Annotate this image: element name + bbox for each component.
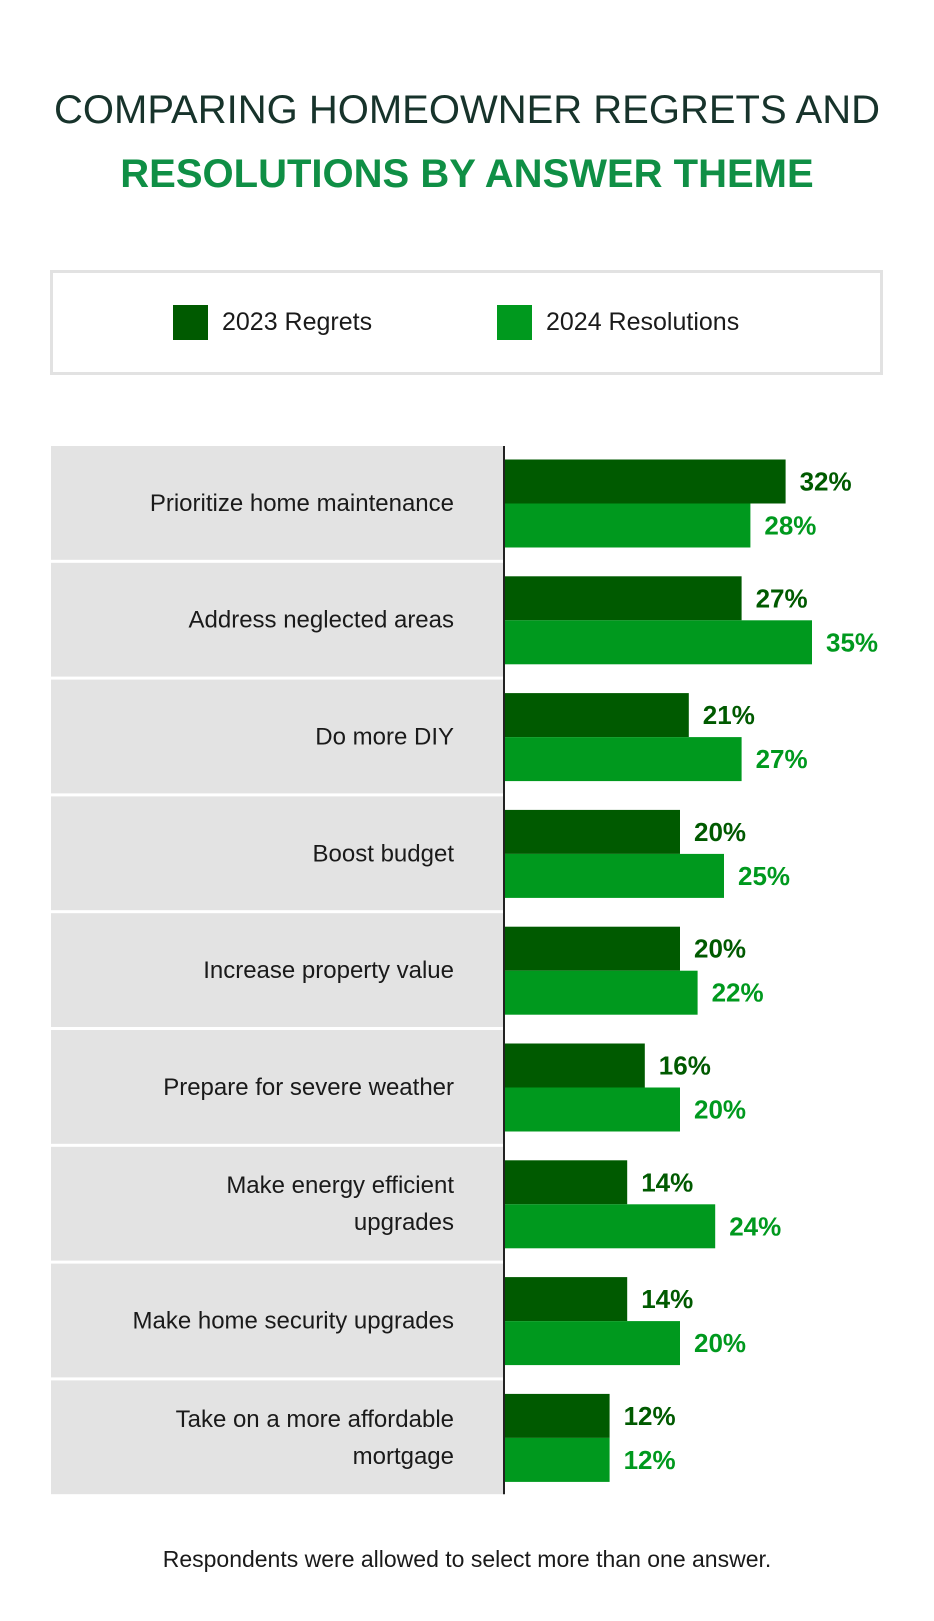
category-label: Boost budget <box>313 840 455 867</box>
data-label: 12% <box>624 1401 676 1431</box>
data-label: 27% <box>756 583 808 613</box>
footnote: Respondents were allowed to select more … <box>162 1546 772 1572</box>
bar-resolutions <box>504 853 724 898</box>
category-label-background <box>51 1030 504 1144</box>
data-label: 12% <box>624 1445 676 1475</box>
category-label: Increase property value <box>203 957 454 984</box>
data-label: 20% <box>694 934 746 964</box>
bar-regrets <box>504 459 786 504</box>
data-label: 16% <box>659 1051 711 1081</box>
category-label: Take on a more affordable <box>176 1406 454 1433</box>
category-label: Do more DIY <box>315 724 454 751</box>
bar-regrets <box>504 1160 628 1205</box>
data-label: 27% <box>756 744 808 774</box>
category-label-background <box>51 446 504 560</box>
bar-regrets <box>504 1277 628 1322</box>
data-label: 14% <box>641 1167 693 1197</box>
legend: 2023 Regrets 2024 Resolutions <box>50 270 883 375</box>
category-label: Make home security upgrades <box>133 1308 455 1335</box>
bar-resolutions <box>504 1437 610 1482</box>
chart-title-line2: RESOLUTIONS BY ANSWER THEME <box>120 152 814 196</box>
data-label: 20% <box>694 817 746 847</box>
category-label-background <box>51 1263 504 1378</box>
bar-chart: Prioritize home maintenance 32% 28% Address… <box>51 446 878 1495</box>
bar-resolutions <box>504 737 742 782</box>
category-label: Address neglected areas <box>189 607 455 634</box>
category-label-background <box>51 1380 504 1495</box>
bar-resolutions <box>504 1321 680 1366</box>
legend-item-resolutions: 2024 Resolutions <box>497 305 739 340</box>
legend-swatch-resolutions <box>497 305 532 340</box>
chart-title-line1: COMPARING HOMEOWNER REGRETS AND <box>54 88 880 132</box>
category-label-background <box>51 796 504 911</box>
bar-resolutions <box>504 970 698 1015</box>
bar-regrets <box>504 1043 645 1088</box>
data-label: 25% <box>738 861 790 891</box>
category-label-background <box>51 679 504 794</box>
category-label: Prioritize home maintenance <box>150 490 454 517</box>
data-label: 24% <box>729 1211 781 1241</box>
data-label: 22% <box>712 978 764 1008</box>
bar-regrets <box>504 576 742 621</box>
bar-regrets <box>504 809 680 854</box>
data-label: 35% <box>826 627 878 657</box>
category-label-background <box>51 1146 504 1261</box>
data-label: 20% <box>694 1095 746 1125</box>
data-label: 32% <box>800 467 852 497</box>
bar-resolutions <box>504 503 751 548</box>
category-label: mortgage <box>353 1443 454 1470</box>
bar-regrets <box>504 1393 610 1438</box>
data-label: 14% <box>641 1284 693 1314</box>
legend-item-regrets: 2023 Regrets <box>173 305 372 340</box>
bar-resolutions <box>504 1087 680 1132</box>
bar-regrets <box>504 693 689 738</box>
data-label: 28% <box>764 511 816 541</box>
category-label: Prepare for severe weather <box>163 1074 454 1101</box>
bar-resolutions <box>504 620 812 665</box>
category-label: upgrades <box>354 1209 454 1236</box>
data-label: 21% <box>703 700 755 730</box>
category-label: Make energy efficient <box>226 1172 454 1199</box>
legend-swatch-regrets <box>173 305 208 340</box>
category-label-background <box>51 562 504 677</box>
bar-regrets <box>504 926 680 971</box>
category-label-background <box>51 913 504 1027</box>
data-label: 20% <box>694 1328 746 1358</box>
bar-resolutions <box>504 1204 716 1249</box>
